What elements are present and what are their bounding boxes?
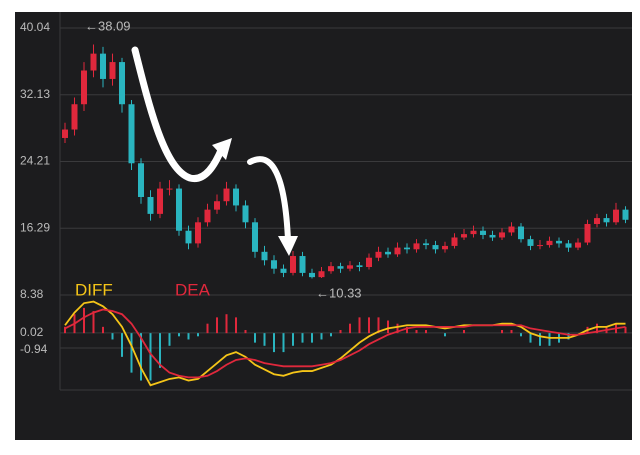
- candle-body: [128, 104, 135, 164]
- candle-body: [223, 188, 230, 202]
- candle-body: [499, 232, 505, 238]
- arrow: [131, 46, 226, 183]
- legend-label: DEA: [175, 280, 211, 299]
- candle-body: [309, 272, 315, 278]
- candle-body: [356, 265, 363, 268]
- candle-body: [214, 201, 220, 210]
- candle-body: [546, 240, 553, 246]
- macd-line: [64, 308, 626, 379]
- y-tick-label: 0.02: [20, 325, 44, 339]
- candle-body: [404, 247, 410, 250]
- y-tick-label: 32.13: [20, 87, 50, 101]
- candle-body: [328, 266, 334, 272]
- y-tick-label: 16.29: [20, 220, 50, 234]
- candle-body: [299, 256, 306, 273]
- arrowhead: [278, 236, 298, 256]
- candle-body: [537, 245, 543, 247]
- candle-body: [62, 129, 68, 138]
- panel: [15, 12, 632, 440]
- candle-body: [385, 251, 391, 255]
- candle-body: [195, 222, 201, 244]
- annotation: ←10.33: [316, 285, 362, 300]
- candle-body: [508, 226, 515, 233]
- candle-body: [261, 251, 268, 261]
- candle-body: [480, 230, 486, 235]
- candle-body: [603, 218, 610, 223]
- candle-body: [204, 209, 211, 223]
- candle-body: [81, 70, 87, 105]
- candle-body: [423, 243, 429, 246]
- candle-body: [337, 266, 344, 269]
- candle-body: [375, 251, 382, 258]
- candle-body: [90, 53, 97, 71]
- y-tick-label: 24.21: [20, 154, 50, 168]
- macd-line: [64, 300, 626, 387]
- candle-body: [556, 240, 562, 244]
- candle-body: [442, 245, 448, 250]
- candle-body: [176, 188, 182, 231]
- candle-body: [461, 234, 467, 238]
- annotation: ←38.09: [85, 18, 131, 33]
- candle-body: [290, 256, 296, 273]
- candle-body: [622, 209, 629, 220]
- arrows: [131, 46, 298, 256]
- candle-body: [432, 245, 439, 250]
- candle-body: [613, 209, 619, 223]
- y-tick-label: 40.04: [20, 20, 50, 34]
- candle-body: [575, 242, 581, 248]
- candle-body: [527, 239, 534, 246]
- y-tick-label: -0.94: [20, 342, 48, 356]
- arrow: [247, 156, 291, 243]
- candle-body: [242, 205, 249, 223]
- marks: DIFF DEA: [62, 44, 629, 387]
- candle-body: [271, 260, 277, 269]
- candle-body: [347, 265, 353, 269]
- candle-body: [413, 243, 420, 250]
- candle-body: [147, 197, 154, 214]
- grid: 40.04 32.13 24.21 16.29 8.38 0.02 -0.94: [20, 20, 632, 356]
- candle-body: [138, 163, 144, 198]
- candle-body: [252, 222, 258, 252]
- candle-body: [565, 243, 572, 248]
- candle-body: [166, 188, 173, 190]
- candle-body: [470, 230, 477, 235]
- candle-body: [185, 230, 192, 244]
- candle-body: [280, 268, 287, 273]
- legend-label: DIFF: [75, 280, 113, 299]
- candle-body: [594, 218, 600, 224]
- candle-body: [100, 53, 106, 79]
- candle-body: [233, 188, 239, 206]
- candle-body: [109, 62, 116, 79]
- y-tick-label: 8.38: [20, 287, 44, 301]
- candle-body: [518, 226, 524, 240]
- candle-body: [119, 62, 125, 105]
- candle-body: [157, 188, 163, 214]
- arrowhead: [212, 138, 232, 160]
- candle-body: [584, 223, 591, 243]
- candle-body: [71, 104, 78, 130]
- candle-body: [318, 271, 325, 278]
- candle-body: [394, 247, 401, 255]
- candle-body: [451, 237, 458, 246]
- candle-body: [489, 234, 496, 238]
- candle-body: [366, 257, 372, 268]
